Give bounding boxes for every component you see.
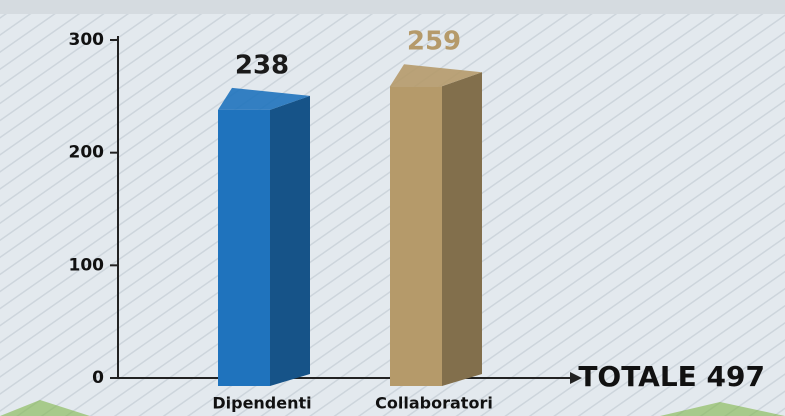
y-tick-label: 100 — [69, 255, 105, 275]
bar — [218, 109, 270, 386]
bar-side — [442, 72, 482, 387]
x-tick-label: Dipendenti — [212, 394, 311, 413]
value-label: 259 — [407, 27, 461, 57]
bar-top — [218, 87, 310, 110]
y-tick-label: 300 — [69, 30, 105, 50]
y-tick-label: 0 — [92, 368, 104, 388]
bar-top — [390, 64, 482, 87]
bar — [390, 86, 442, 387]
y-tick-label: 200 — [69, 143, 105, 163]
bar-side — [270, 95, 310, 386]
annotation: TOTALE 497 — [578, 360, 765, 393]
top-band — [0, 0, 785, 14]
x-axis-arrow — [570, 372, 582, 384]
value-label: 238 — [235, 50, 289, 80]
x-tick-label: Collaboratori — [375, 394, 493, 413]
grass — [0, 400, 785, 416]
